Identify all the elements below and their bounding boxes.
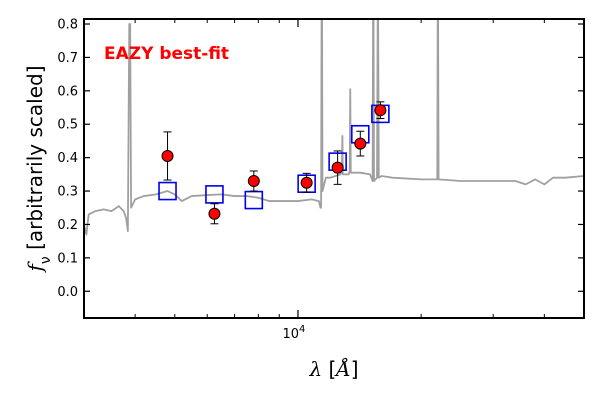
plot-frame <box>83 18 585 319</box>
observed-flux-point <box>300 176 313 189</box>
observed-flux-point <box>247 175 260 188</box>
sed-line <box>84 19 584 236</box>
model-flux-square <box>158 181 177 201</box>
x-tick-exponent: 4 <box>299 324 305 335</box>
y-tick-label: 0.1 <box>57 251 78 266</box>
observed-flux-point <box>331 161 344 174</box>
x-tick-label: 104 <box>283 324 306 342</box>
y-axis-subscript: ν <box>38 256 54 264</box>
x-axis-open: [ <box>322 357 336 381</box>
observed-flux-point <box>208 207 221 220</box>
y-axis-text: [arbitrarily scaled] <box>23 65 47 256</box>
x-axis-close: ] <box>351 357 359 381</box>
y-tick-label: 0.3 <box>57 185 78 200</box>
y-tick-label: 0.0 <box>57 285 78 300</box>
model-flux-square <box>205 185 224 204</box>
observed-flux-point <box>374 104 387 117</box>
x-axis-label: λ [Å] <box>308 356 358 381</box>
y-tick-label: 0.8 <box>57 18 78 33</box>
x-tick-base: 10 <box>283 327 300 342</box>
y-tick-label: 0.4 <box>57 151 78 166</box>
y-tick-label: 0.7 <box>57 51 78 66</box>
y-axis-label: fν [arbitrarily scaled] <box>23 65 54 273</box>
annotation-label: EAZY best-fit <box>104 44 229 64</box>
model-flux-square <box>244 190 264 210</box>
observed-flux-point <box>161 149 174 162</box>
plot-area <box>84 19 584 236</box>
axes: 0.0 0.1 0.2 0.3 0.4 0.5 0.6 0.7 0.8 104 <box>57 18 585 342</box>
x-axis-symbol: λ <box>308 357 322 381</box>
y-tick-label: 0.2 <box>57 218 78 233</box>
x-axis-unit: Å <box>334 356 350 381</box>
y-tick-label: 0.5 <box>57 118 78 133</box>
observed-flux-point <box>354 137 367 150</box>
y-tick-label: 0.6 <box>57 84 78 99</box>
